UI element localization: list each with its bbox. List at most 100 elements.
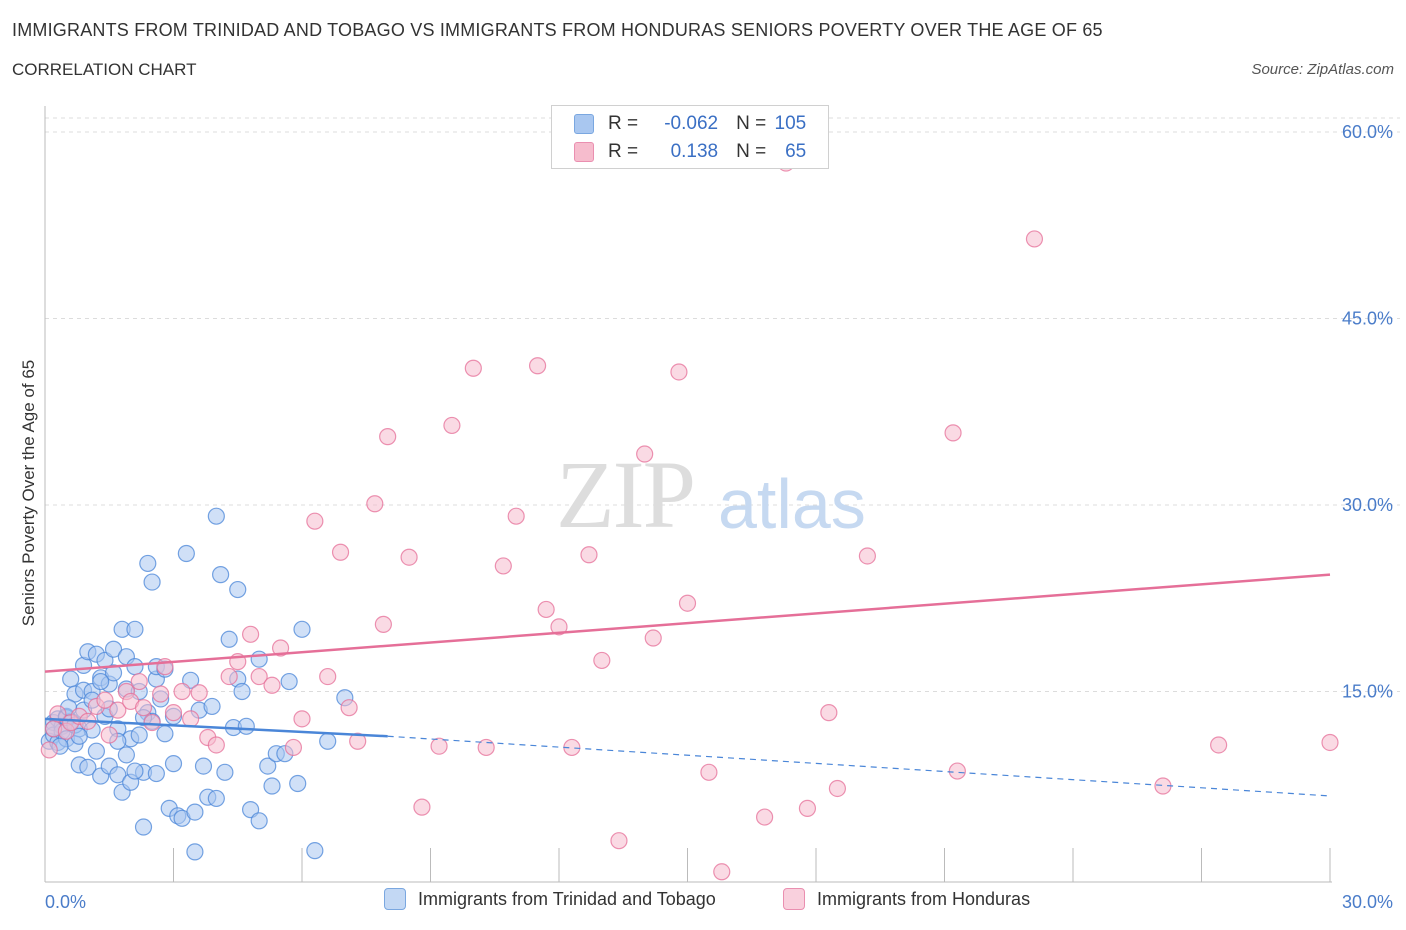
data-point xyxy=(550,618,568,636)
data-point xyxy=(1321,733,1339,752)
data-point xyxy=(177,544,195,563)
data-point xyxy=(944,424,962,442)
data-point xyxy=(87,742,106,760)
y-axis-label: Seniors Poverty Over the Age of 65 xyxy=(19,360,38,626)
data-point xyxy=(173,682,191,701)
data-point xyxy=(229,580,247,599)
data-point xyxy=(443,416,461,435)
data-point xyxy=(92,672,110,691)
data-point xyxy=(340,699,358,717)
data-point xyxy=(828,779,847,798)
bottom-legend-trinidad: Immigrants from Trinidad and Tobago xyxy=(384,888,716,910)
data-point xyxy=(858,547,877,565)
data-point xyxy=(366,495,384,513)
legend-row-honduras: R = 0.138 N = 65 xyxy=(574,140,806,164)
data-point xyxy=(755,808,774,826)
trend-lines xyxy=(44,573,1331,797)
y-tick-label: 15.0% xyxy=(1342,682,1393,702)
legend-r-value: -0.062 xyxy=(664,113,719,134)
y-tick-label: 45.0% xyxy=(1342,309,1393,329)
data-point xyxy=(220,667,238,686)
data-point xyxy=(280,672,298,691)
data-point xyxy=(678,594,697,612)
data-point xyxy=(207,789,225,808)
data-point xyxy=(644,629,662,647)
trend-line-extension xyxy=(387,735,1331,797)
legend-n-value: 65 xyxy=(785,141,807,162)
data-point xyxy=(62,670,80,688)
data-point xyxy=(190,684,208,702)
data-point xyxy=(203,697,221,716)
data-point xyxy=(636,445,654,463)
data-point xyxy=(79,758,97,776)
data-point xyxy=(134,818,153,836)
legend-n-label: N = xyxy=(736,113,767,134)
y-tick-label: 30.0% xyxy=(1342,495,1393,515)
legend-n-label: N = xyxy=(736,141,767,162)
data-point xyxy=(670,363,688,381)
data-point xyxy=(156,725,174,743)
data-point xyxy=(134,699,153,717)
trend-line xyxy=(44,573,1331,673)
data-point xyxy=(207,507,225,525)
data-point xyxy=(250,812,268,830)
data-point xyxy=(798,799,817,817)
legend-r-label: R = xyxy=(608,113,639,134)
data-point xyxy=(109,701,127,719)
data-point xyxy=(610,832,628,850)
data-point xyxy=(319,667,337,686)
data-point xyxy=(104,664,123,682)
data-point xyxy=(130,672,148,691)
data-point xyxy=(306,512,324,530)
data-point xyxy=(139,554,157,573)
data-point xyxy=(349,732,367,750)
data-point xyxy=(186,843,204,861)
bottom-legend-swatch-blue xyxy=(384,888,406,910)
data-point xyxy=(537,600,555,619)
trend-line xyxy=(44,717,388,738)
data-point xyxy=(186,803,204,821)
data-point xyxy=(820,704,838,722)
watermark-atlas: atlas xyxy=(718,465,866,543)
data-point xyxy=(293,710,311,728)
chart-title: IMMIGRANTS FROM TRINIDAD AND TOBAGO VS I… xyxy=(12,20,1103,40)
data-point xyxy=(212,566,230,584)
data-point xyxy=(494,557,512,575)
data-point xyxy=(948,762,966,780)
watermark-zip: ZIP xyxy=(556,441,694,548)
chart-subtitle: CORRELATION CHART xyxy=(12,60,197,79)
data-point xyxy=(216,763,234,781)
data-point xyxy=(40,741,58,759)
bottom-legend-honduras: Immigrants from Honduras xyxy=(783,888,1030,910)
data-point xyxy=(713,863,731,881)
data-point xyxy=(126,658,144,676)
data-point xyxy=(580,546,598,564)
data-point xyxy=(182,710,200,728)
data-point xyxy=(100,726,118,744)
data-point xyxy=(464,359,482,377)
axes xyxy=(44,106,1332,883)
data-point xyxy=(164,704,183,722)
data-point xyxy=(259,757,277,775)
data-point xyxy=(528,357,547,375)
legend-swatch-pink xyxy=(574,142,594,162)
data-point xyxy=(117,746,135,764)
data-point xyxy=(284,738,303,757)
data-point xyxy=(306,842,324,860)
data-point xyxy=(147,764,165,783)
data-point xyxy=(477,738,495,757)
data-point xyxy=(96,691,114,709)
data-point xyxy=(109,766,127,784)
legend-r-label: R = xyxy=(608,141,639,162)
data-point xyxy=(242,625,260,643)
data-point xyxy=(413,798,431,816)
data-point xyxy=(143,713,161,732)
data-point xyxy=(164,755,183,773)
legend-n-value: 105 xyxy=(774,113,807,134)
data-point xyxy=(130,726,148,744)
data-point xyxy=(207,736,225,754)
data-point xyxy=(104,640,123,658)
data-point xyxy=(271,639,290,657)
data-point xyxy=(250,667,268,686)
